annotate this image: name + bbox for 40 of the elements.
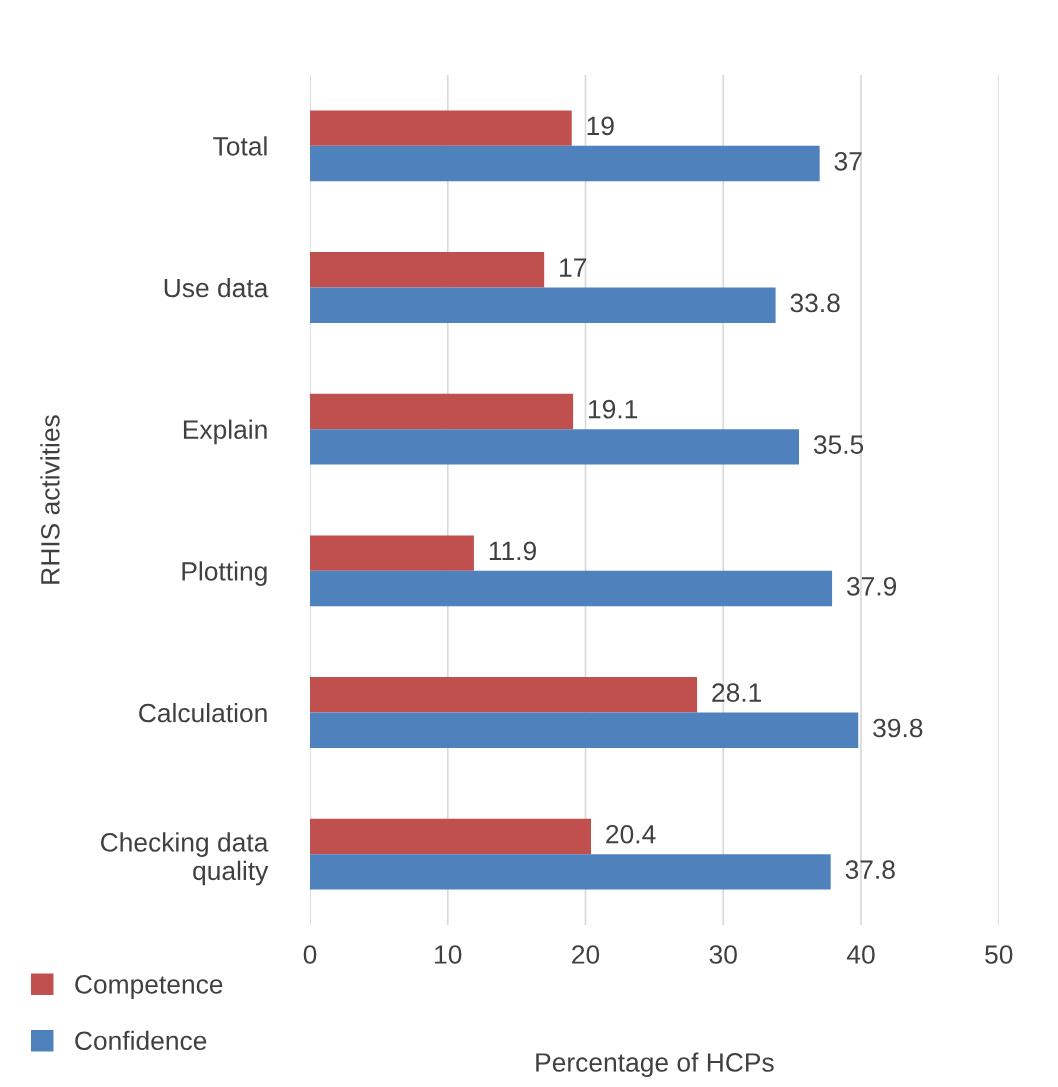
data-label: 20.4 [606,824,656,844]
data-label: 37.8 [845,860,895,879]
data-label: 39.8 [873,718,923,738]
y-tick-label: Plotting [182,561,267,586]
x-tick-label: 40 [846,945,875,964]
bar [309,393,574,430]
y-tick-label: Checking data quality [100,832,269,886]
data-label: 19 [587,116,614,136]
legend-label: Confidence [75,1030,207,1051]
data-label: 33.8 [790,293,840,313]
x-axis-title: Percentage of HCPs [536,1052,774,1078]
bar [309,677,698,713]
bar [309,429,800,465]
data-label: 35.5 [813,435,864,454]
x-tick-label: 20 [572,945,600,964]
data-label: 17 [560,258,587,277]
bar [309,145,820,182]
data-label: 11.9 [489,541,536,561]
bar [309,252,545,288]
data-label: 19.1 [589,399,638,419]
bar [309,570,833,607]
legend-label: Competence [75,975,223,999]
bar [309,712,859,748]
y-tick-label: Use data [164,277,269,298]
y-tick-label: Calculation [139,702,267,723]
data-label: 37.9 [846,576,897,596]
x-tick-label: 10 [435,945,462,964]
y-axis-title: RHIS activities [40,415,60,584]
y-tick-label: Explain [183,419,267,445]
bar [309,818,592,855]
y-tick-label: Total [213,136,267,156]
x-tick-label: 30 [709,945,737,964]
bar [309,854,831,890]
bar [309,287,776,323]
x-tick-label: 0 [303,945,317,964]
bar [309,535,474,571]
data-label: 37 [834,151,862,171]
data-label: 28.1 [712,683,762,702]
bar [309,110,572,146]
x-tick-label: 50 [985,945,1013,964]
